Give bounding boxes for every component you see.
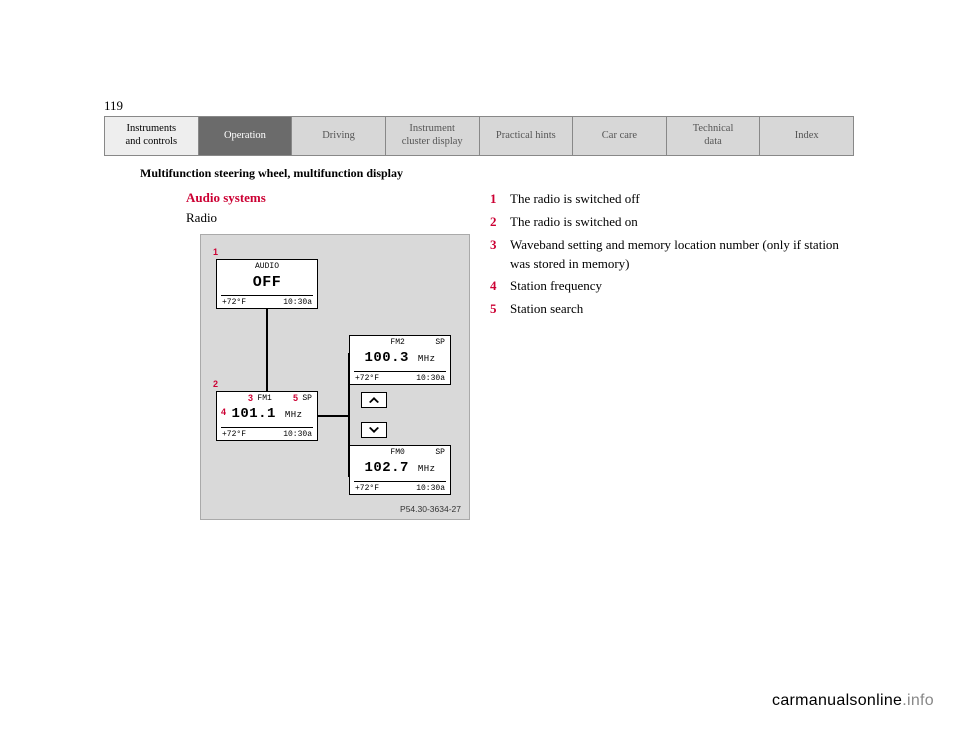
legend-num: 4 bbox=[490, 277, 510, 296]
nav-tab-hints[interactable]: Practical hints bbox=[480, 117, 574, 155]
lcd-fm2-freq: 100.3 bbox=[364, 350, 409, 366]
lcd-fm2-band: FM2 bbox=[390, 338, 404, 347]
section-title: Audio systems bbox=[186, 190, 266, 206]
lcd-fm0-band: FM0 bbox=[390, 448, 404, 457]
legend-text: Station frequency bbox=[510, 277, 850, 296]
lcd-fm1-sp: SP bbox=[302, 394, 312, 403]
callout-1: 1 bbox=[213, 247, 218, 257]
lcd-fm1-freq: 101.1 bbox=[231, 406, 276, 422]
lcd-fm1-band: FM1 bbox=[257, 394, 271, 403]
callout-4: 4 bbox=[221, 407, 226, 417]
lcd-fm2-unit: MHz bbox=[418, 354, 436, 364]
nav-tab-carcare[interactable]: Car care bbox=[573, 117, 667, 155]
lcd-off-temp: +72°F bbox=[222, 298, 246, 307]
lcd-fm2-time: 10:30a bbox=[416, 374, 445, 383]
watermark-b: .info bbox=[902, 692, 934, 709]
legend-row: 1 The radio is switched off bbox=[490, 190, 850, 209]
legend-row: 4 Station frequency bbox=[490, 277, 850, 296]
legend-row: 2 The radio is switched on bbox=[490, 213, 850, 232]
callout-3: 3 bbox=[248, 393, 253, 403]
lcd-off-time: 10:30a bbox=[283, 298, 312, 307]
lcd-fm1-temp: +72°F bbox=[222, 430, 246, 439]
lcd-fm0-temp: +72°F bbox=[355, 484, 379, 493]
nav-bar: Instrumentsand controls Operation Drivin… bbox=[104, 116, 854, 156]
diagram-label: P54.30-3634-27 bbox=[400, 504, 461, 514]
lcd-fm0: . FM0 SP 102.7 MHz +72°F 10:30a bbox=[349, 445, 451, 495]
arrow-up-button[interactable] bbox=[361, 392, 387, 408]
nav-tab-cluster[interactable]: Instrumentcluster display bbox=[386, 117, 480, 155]
lcd-off-top: AUDIO bbox=[255, 262, 279, 271]
legend-text: The radio is switched off bbox=[510, 190, 850, 209]
legend: 1 The radio is switched off 2 The radio … bbox=[490, 190, 850, 323]
radio-diagram: AUDIO OFF +72°F 10:30a . FM1 SP 101.1 MH… bbox=[200, 234, 470, 520]
nav-tab-techdata[interactable]: Technicaldata bbox=[667, 117, 761, 155]
subtitle: Radio bbox=[186, 210, 217, 226]
legend-num: 2 bbox=[490, 213, 510, 232]
nav-tab-driving[interactable]: Driving bbox=[292, 117, 386, 155]
lcd-fm1: . FM1 SP 101.1 MHz +72°F 10:30a bbox=[216, 391, 318, 441]
breadcrumb: Multifunction steering wheel, multifunct… bbox=[140, 166, 403, 181]
lcd-fm1-unit: MHz bbox=[285, 410, 303, 420]
lcd-fm2-temp: +72°F bbox=[355, 374, 379, 383]
lcd-fm2-sp: SP bbox=[435, 338, 445, 347]
nav-tab-index[interactable]: Index bbox=[760, 117, 853, 155]
legend-row: 3 Waveband setting and memory location n… bbox=[490, 236, 850, 274]
lcd-off: AUDIO OFF +72°F 10:30a bbox=[216, 259, 318, 309]
legend-num: 5 bbox=[490, 300, 510, 319]
lcd-fm0-unit: MHz bbox=[418, 464, 436, 474]
lcd-fm0-time: 10:30a bbox=[416, 484, 445, 493]
callout-5: 5 bbox=[293, 393, 298, 403]
chevron-up-icon bbox=[368, 396, 380, 404]
page-number: 119 bbox=[104, 98, 123, 114]
callout-2: 2 bbox=[213, 379, 218, 389]
legend-text: Waveband setting and memory location num… bbox=[510, 236, 850, 274]
legend-row: 5 Station search bbox=[490, 300, 850, 319]
connector-line bbox=[266, 309, 268, 391]
legend-num: 3 bbox=[490, 236, 510, 274]
legend-num: 1 bbox=[490, 190, 510, 209]
nav-tab-instruments[interactable]: Instrumentsand controls bbox=[105, 117, 199, 155]
legend-text: Station search bbox=[510, 300, 850, 319]
watermark: carmanualsonline.info bbox=[772, 692, 934, 710]
nav-tab-operation[interactable]: Operation bbox=[199, 117, 293, 155]
watermark-a: carmanualsonline bbox=[772, 692, 902, 709]
arrow-down-button[interactable] bbox=[361, 422, 387, 438]
lcd-fm1-time: 10:30a bbox=[283, 430, 312, 439]
chevron-down-icon bbox=[368, 426, 380, 434]
lcd-fm2: . FM2 SP 100.3 MHz +72°F 10:30a bbox=[349, 335, 451, 385]
lcd-fm0-sp: SP bbox=[435, 448, 445, 457]
legend-text: The radio is switched on bbox=[510, 213, 850, 232]
lcd-fm0-freq: 102.7 bbox=[364, 460, 409, 476]
lcd-off-main: OFF bbox=[217, 274, 317, 291]
